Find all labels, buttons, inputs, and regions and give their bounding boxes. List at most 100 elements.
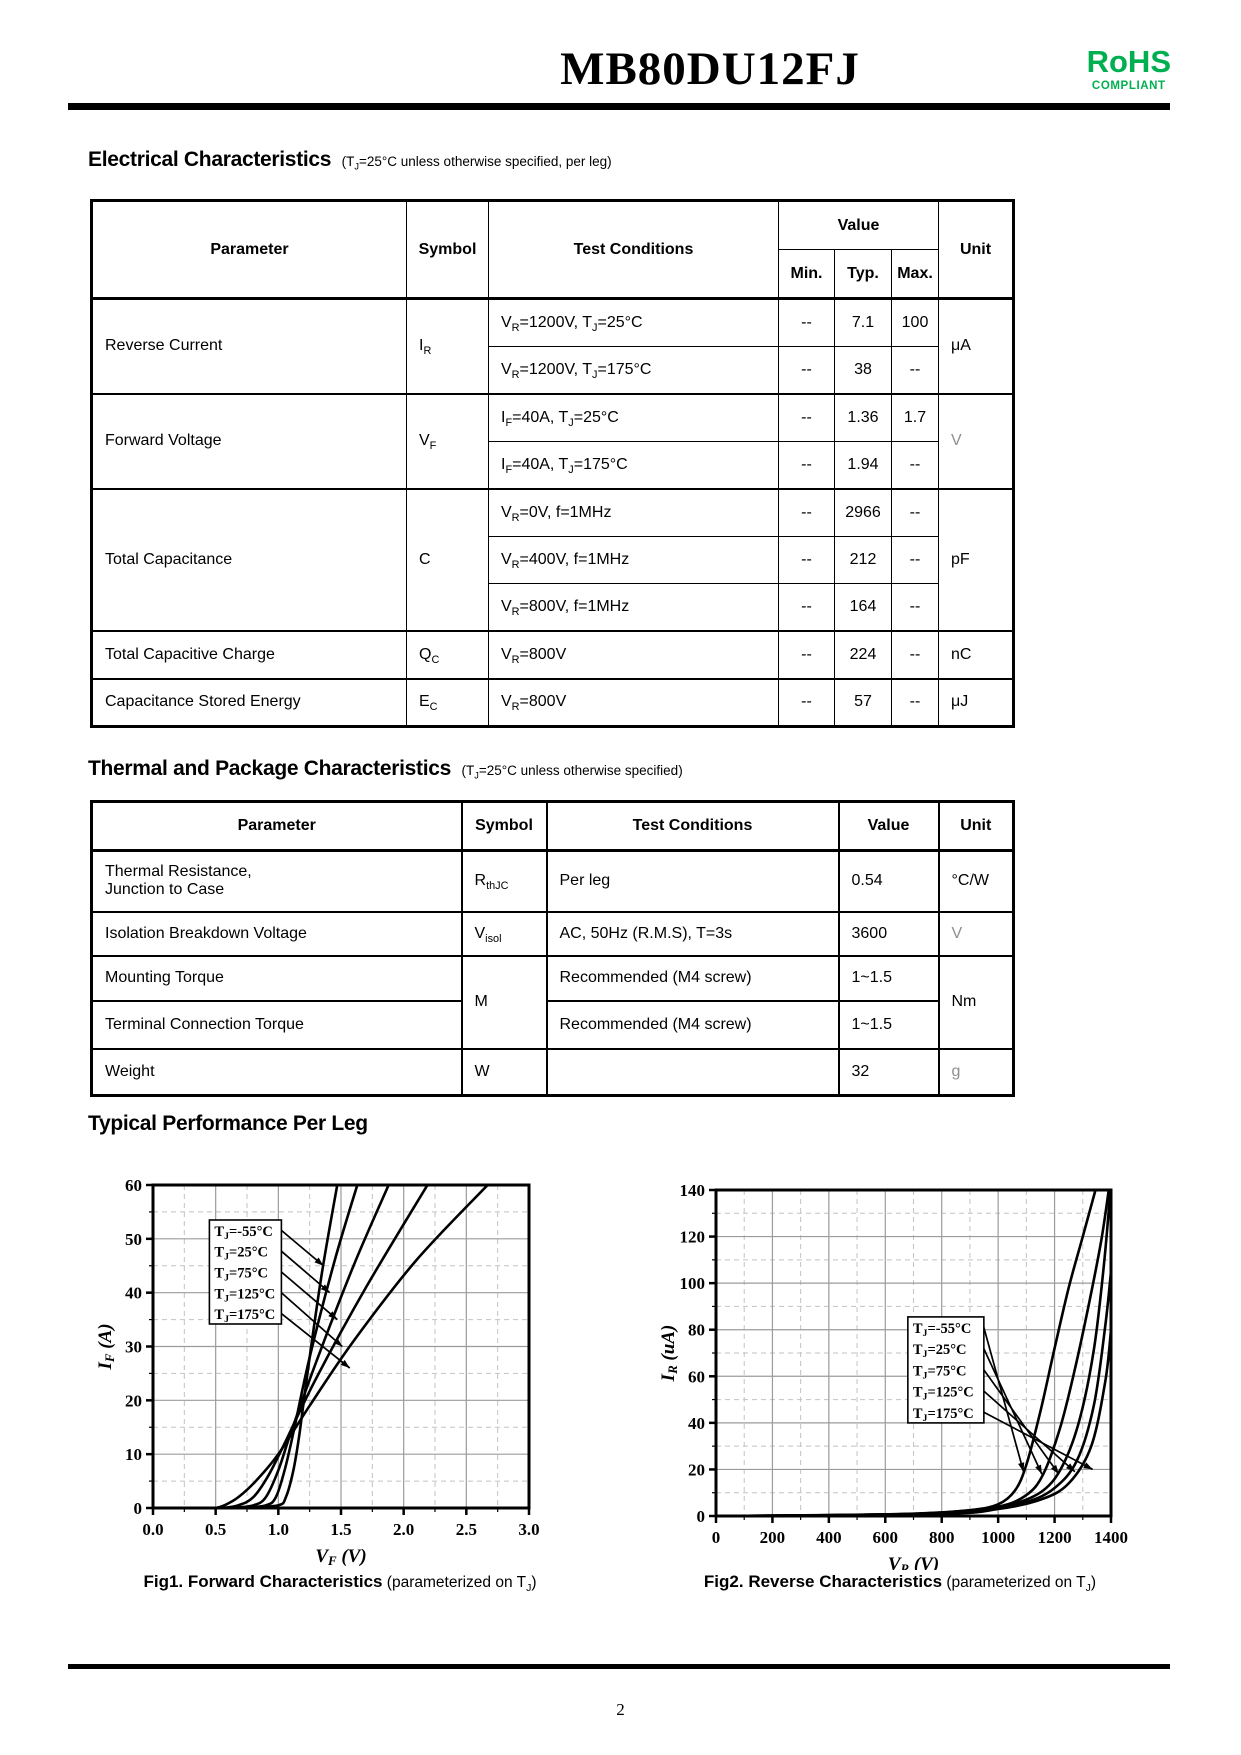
svg-text:1000: 1000	[981, 1528, 1015, 1547]
symbol-cell: M	[460, 954, 548, 1050]
parameter-cell: Reverse Current	[91, 297, 407, 394]
svg-text:0.0: 0.0	[142, 1520, 163, 1539]
fig1-caption-title: Fig1. Forward Characteristics	[143, 1572, 383, 1591]
symbol-cell: Visol	[460, 910, 548, 957]
condition-cell: VR=1200V, TJ=175°C	[488, 345, 779, 394]
symbol-cell: RthJC	[460, 849, 548, 913]
svg-text:400: 400	[816, 1528, 842, 1547]
col-header-min: Min.	[778, 249, 835, 300]
svg-text:800: 800	[929, 1528, 955, 1547]
svg-text:30: 30	[125, 1338, 142, 1357]
svg-text:3.0: 3.0	[518, 1520, 539, 1539]
parameter-cell: Capacitance Stored Energy	[91, 677, 407, 727]
svg-text:TJ=125°C: TJ=125°C	[214, 1286, 275, 1304]
max-cell: --	[890, 630, 940, 679]
parameter-cell: Thermal Resistance, Junction to Case	[90, 849, 463, 913]
fig1-caption: Fig1. Forward Characteristics (parameter…	[105, 1572, 575, 1593]
condition-cell: VR=1200V, TJ=25°C	[488, 297, 779, 347]
header-rule	[68, 103, 1170, 110]
forward-characteristics-chart: 0.0 0.5 1.0 1.5 2.0 2.5 3.0 0 10 20 30 40 50 60 VF (V)…	[95, 1176, 540, 1568]
table-row: Thermal Resistance, Junction to Case Rth…	[90, 849, 1015, 913]
parameter-line2: Junction to Case	[105, 881, 225, 899]
svg-text:IR (uA): IR (uA)	[658, 1325, 680, 1383]
svg-text:600: 600	[873, 1528, 899, 1547]
max-cell: --	[890, 440, 940, 489]
condition-cell: VR=800V	[488, 630, 779, 679]
svg-text:TJ=-55°C: TJ=-55°C	[913, 1321, 971, 1339]
parameter-cell: Terminal Connection Torque	[90, 999, 463, 1050]
unit-cell: μJ	[938, 677, 1014, 727]
typ-cell: 2966	[834, 487, 892, 537]
svg-text:1.0: 1.0	[268, 1520, 289, 1539]
svg-text:40: 40	[688, 1414, 705, 1433]
svg-text:1400: 1400	[1094, 1528, 1128, 1547]
parameter-cell: Mounting Torque	[90, 954, 463, 1002]
section-title: Electrical Characteristics	[88, 148, 332, 171]
typ-cell: 7.1	[834, 297, 892, 347]
svg-text:1200: 1200	[1038, 1528, 1072, 1547]
unit-cell: V	[938, 392, 1014, 489]
typ-cell: 38	[834, 345, 892, 394]
value-cell: 1~1.5	[837, 999, 940, 1050]
section-title: Typical Performance Per Leg	[88, 1112, 368, 1135]
table-row: Reverse Current IR VR=1200V, TJ=25°C -- …	[91, 297, 1014, 394]
parameter-cell: Forward Voltage	[91, 392, 407, 489]
unit-cell: °C/W	[937, 849, 1015, 913]
col-header-unit: Unit	[938, 200, 1014, 300]
table-row: IF=40A, TJ=175°C -- 1.94 --	[92, 440, 1014, 489]
condition-cell: VR=800V	[488, 677, 779, 727]
col-header-max: Max.	[890, 249, 940, 300]
reverse-characteristics-chart: 0 200 400 600 800 1000 1200 1400 0 20 40 60 80 100 120…	[658, 1181, 1128, 1570]
condition-cell	[545, 1047, 840, 1097]
svg-text:TJ=75°C: TJ=75°C	[913, 1363, 967, 1381]
fig2-caption-title: Fig2. Reverse Characteristics	[703, 1572, 943, 1591]
table-row: VR=800V, f=1MHz -- 164 --	[92, 583, 1014, 632]
condition-cell: Recommended (M4 screw)	[545, 999, 840, 1050]
max-cell: --	[890, 535, 940, 584]
col-header-value: Value	[837, 800, 940, 852]
page-title: MB80DU12FJ	[560, 43, 860, 95]
col-header-parameter: Parameter	[91, 200, 407, 300]
svg-text:40: 40	[125, 1284, 142, 1303]
svg-text:0: 0	[712, 1528, 721, 1547]
fig2-caption: Fig2. Reverse Characteristics (parameter…	[650, 1572, 1150, 1593]
rohs-label: RoHS	[1086, 44, 1171, 79]
min-cell: --	[778, 487, 835, 537]
max-cell: --	[890, 583, 940, 632]
svg-text:TJ=175°C: TJ=175°C	[913, 1406, 974, 1424]
svg-text:60: 60	[125, 1176, 142, 1195]
symbol-cell: VF	[406, 392, 489, 489]
symbol-cell: QC	[406, 630, 489, 679]
svg-text:TJ=25°C: TJ=25°C	[913, 1342, 967, 1360]
svg-text:IF (A): IF (A)	[95, 1323, 117, 1370]
svg-text:100: 100	[680, 1274, 706, 1293]
svg-text:TJ=125°C: TJ=125°C	[913, 1385, 974, 1403]
value-cell: 0.54	[837, 849, 940, 913]
condition-cell: VR=0V, f=1MHz	[488, 487, 779, 537]
svg-text:0.5: 0.5	[205, 1520, 226, 1539]
table-row: VR=1200V, TJ=175°C -- 38 --	[92, 345, 1014, 394]
min-cell: --	[778, 345, 835, 394]
min-cell: --	[778, 392, 835, 442]
value-cell: 32	[837, 1047, 940, 1097]
svg-text:1.5: 1.5	[330, 1520, 351, 1539]
svg-text:50: 50	[125, 1230, 142, 1249]
col-header-symbol: Symbol	[460, 800, 548, 852]
svg-text:0: 0	[697, 1507, 706, 1526]
svg-text:VR (V): VR (V)	[888, 1554, 939, 1570]
col-header-unit: Unit	[937, 800, 1015, 852]
table-row: VR=400V, f=1MHz -- 212 --	[92, 535, 1014, 584]
col-header-test-conditions: Test Conditions	[488, 200, 779, 300]
section-title: Thermal and Package Characteristics	[88, 757, 452, 780]
condition-cell: IF=40A, TJ=175°C	[488, 440, 779, 489]
col-header-parameter: Parameter	[90, 800, 463, 852]
svg-text:200: 200	[760, 1528, 786, 1547]
max-cell: 1.7	[890, 392, 940, 442]
typ-cell: 224	[834, 630, 892, 679]
min-cell: --	[778, 583, 835, 632]
rohs-badge: RoHS COMPLIANT	[1087, 46, 1171, 93]
max-cell: --	[890, 345, 940, 394]
typ-cell: 164	[834, 583, 892, 632]
symbol-cell: EC	[406, 677, 489, 727]
electrical-characteristics-table: Parameter Symbol Test Conditions Value U…	[90, 199, 1015, 728]
